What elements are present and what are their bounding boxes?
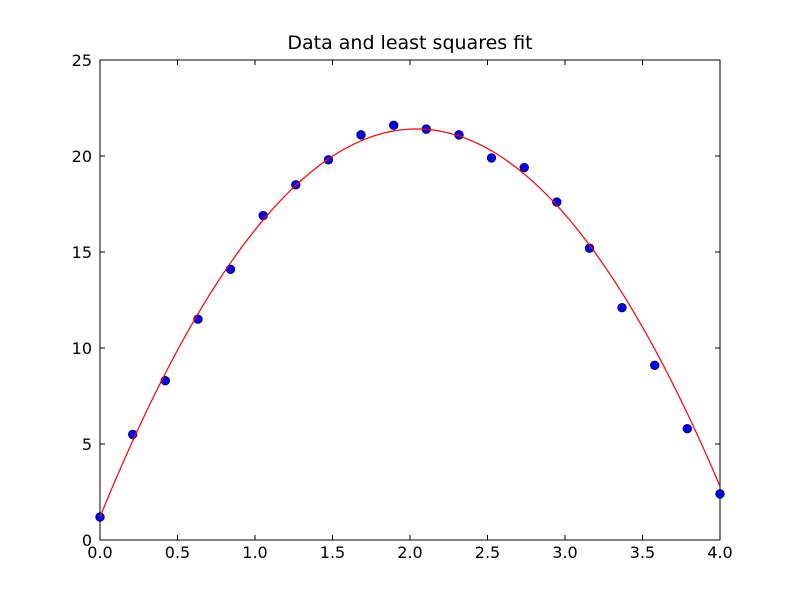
- x-tick-label: 0.5: [165, 543, 190, 562]
- x-tick-label: 2.5: [475, 543, 500, 562]
- data-point: [617, 302, 627, 313]
- y-tick-label: 10: [72, 339, 92, 358]
- y-tick-label: 25: [72, 51, 92, 70]
- data-point: [486, 153, 497, 163]
- fit-curve-line: [99, 128, 721, 518]
- data-point: [258, 210, 268, 221]
- y-tick-label: 0: [82, 531, 92, 550]
- data-point: [356, 130, 366, 140]
- data-point: [519, 162, 529, 173]
- data-point: [650, 360, 660, 370]
- y-tick-label: 5: [82, 435, 92, 454]
- x-tick-label: 0.0: [87, 543, 112, 562]
- x-tick-label: 1.5: [320, 543, 345, 562]
- plot-area: 0.0 0.5 1.0 1.5 2.0 2.5 3.0 3.5 4.0 0 5 10 15 20 25: [72, 51, 733, 562]
- x-tick-label: 4.0: [707, 543, 732, 562]
- data-point: [552, 197, 562, 207]
- y-tick-label: 20: [72, 147, 92, 166]
- data-point: [160, 375, 170, 386]
- data-point: [715, 489, 725, 499]
- y-tick-label: 15: [72, 243, 92, 262]
- data-point: [584, 243, 595, 253]
- data-point: [389, 120, 399, 130]
- data-point: [682, 423, 692, 434]
- chart-title: Data and least squares fit: [287, 32, 532, 54]
- x-tick-label: 2.0: [397, 543, 422, 562]
- x-tick-label: 3.5: [630, 543, 655, 562]
- x-tick-label: 3.0: [552, 543, 577, 562]
- x-tick-label: 1.0: [242, 543, 267, 562]
